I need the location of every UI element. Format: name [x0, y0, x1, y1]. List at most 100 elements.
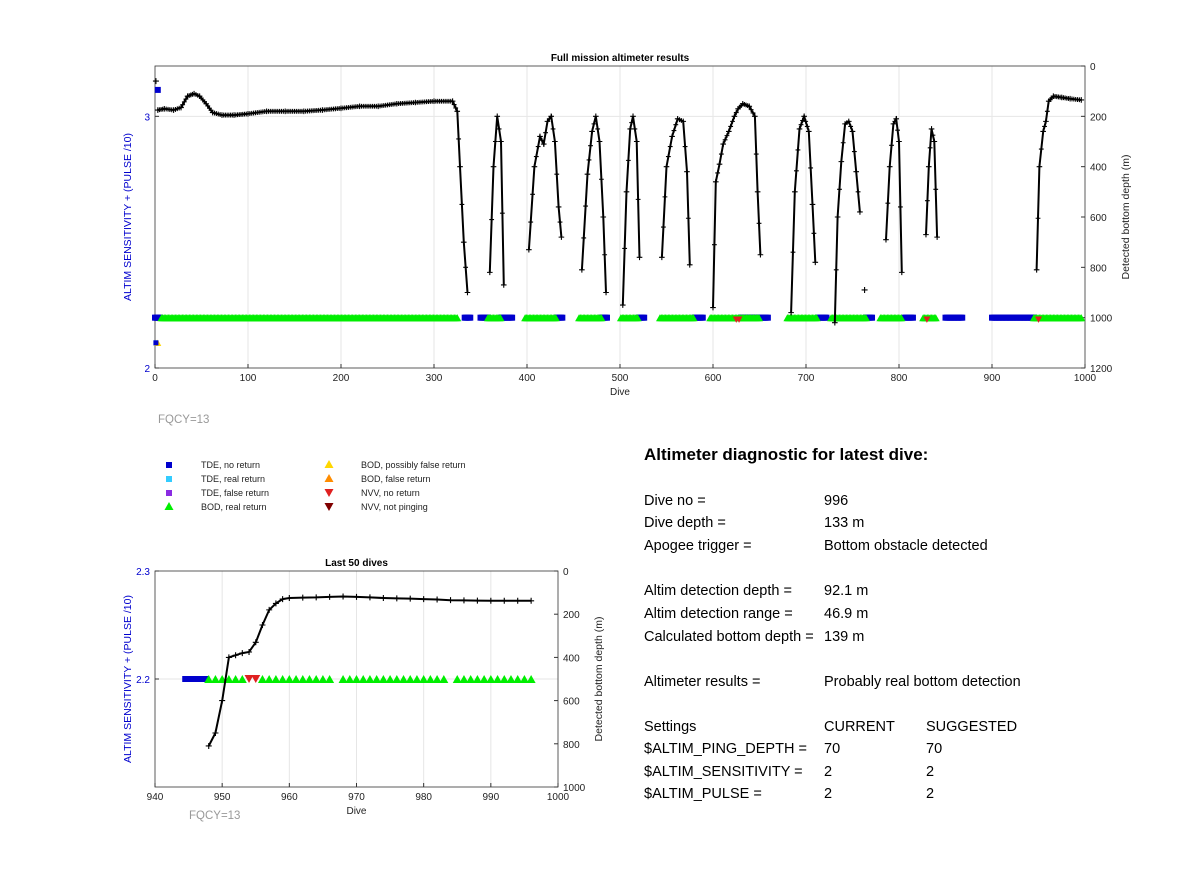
bod-real-return-marker [345, 674, 355, 684]
legend-marker-triangle-up [324, 459, 334, 469]
bod-real-return-marker [459, 674, 469, 684]
bod-real-return-marker [496, 314, 505, 322]
depth-point [1040, 128, 1046, 135]
depth-point [667, 144, 673, 149]
apogee-value: Bottom obstacle detected [824, 538, 988, 554]
x-tick-label: 200 [333, 373, 350, 384]
x-tick-label: 800 [891, 373, 908, 384]
settings-header-row: Settings CURRENT SUGGESTED [644, 719, 1017, 735]
depth-point [380, 595, 387, 601]
depth-point [811, 230, 817, 236]
legend-label: BOD, false return [361, 474, 431, 484]
depth-outlier-point [861, 286, 868, 293]
bod-real-return-marker [519, 674, 529, 684]
depth-point [925, 163, 932, 170]
bod-real-return-marker [284, 674, 294, 684]
depth-point [892, 118, 898, 124]
nvv-no-return-marker [244, 674, 254, 684]
y2-tick-label: 600 [1090, 213, 1107, 224]
depth-point [808, 165, 814, 171]
depth-point [496, 126, 502, 132]
depth-point [718, 151, 724, 157]
depth-series-line [660, 117, 691, 265]
depth-point [180, 102, 186, 108]
tde-no-return-marker [764, 314, 771, 321]
bod-real-return-marker [861, 314, 870, 322]
depth-outlier-point [152, 78, 159, 85]
depth-point [632, 126, 638, 132]
setting-suggested: 2 [926, 786, 935, 802]
setting-name: $ALTIM_SENSITIVITY = [644, 764, 803, 780]
depth-point [629, 120, 635, 126]
depth-point [788, 309, 794, 316]
det-depth-value: 92.1 m [824, 583, 869, 599]
bod-real-return-marker [325, 674, 335, 684]
bod-real-return-marker [499, 674, 509, 684]
chart-title: Last 50 dives [325, 558, 388, 569]
bod-real-return-marker [452, 674, 462, 684]
results-label: Altimeter results = [644, 674, 761, 690]
bod-real-return-marker [439, 674, 449, 684]
setting-suggested: 2 [926, 764, 935, 780]
bod-real-return-marker [318, 674, 328, 684]
depth-point [720, 141, 727, 147]
depth-point [225, 654, 232, 661]
depth-point [487, 597, 494, 604]
depth-point [1035, 215, 1041, 221]
depth-point [550, 126, 556, 132]
y2-tick-label: 1200 [1090, 364, 1113, 375]
depth-point [665, 154, 671, 159]
y2-tick-label: 400 [1090, 163, 1107, 174]
bod-real-return-marker [551, 314, 560, 322]
x-tick-label: 980 [415, 792, 432, 803]
bod-real-return-marker [1077, 314, 1086, 322]
depth-point [579, 267, 585, 273]
depth-point [804, 124, 810, 129]
depth-point [630, 113, 636, 120]
depth-point [924, 198, 930, 204]
x-tick-label: 1000 [547, 792, 570, 803]
depth-point [181, 99, 187, 105]
bod-real-return-marker [689, 314, 698, 322]
y2-tick-label: 600 [563, 697, 580, 708]
depth-point [393, 595, 400, 602]
y-axis-label: ALTIM SENSITIVITY + (PULSE /10) [122, 133, 134, 301]
depth-point [588, 143, 593, 149]
depth-point [659, 254, 665, 261]
depth-point [583, 203, 588, 209]
settings-label: Settings [644, 719, 697, 735]
depth-point [671, 128, 677, 133]
bod-real-return-marker [204, 674, 214, 684]
depth-point [239, 650, 246, 657]
depth-point [682, 144, 688, 149]
bod-real-return-marker [897, 314, 906, 322]
depth-point [1033, 267, 1040, 273]
depth-point [494, 113, 501, 120]
x-tick-label: 900 [984, 373, 1001, 384]
depth-point [685, 215, 691, 221]
depth-point [554, 171, 560, 177]
bod-real-return-marker [358, 674, 368, 684]
depth-point [855, 189, 861, 195]
depth-point [603, 289, 609, 296]
depth-point [933, 186, 939, 192]
depth-point [464, 289, 471, 296]
depth-point [490, 163, 497, 170]
depth-point [896, 138, 902, 145]
depth-point [539, 137, 545, 143]
dive-depth-value: 133 m [824, 515, 865, 531]
depth-series-line [527, 113, 563, 250]
depth-point [635, 196, 641, 202]
depth-point [514, 597, 521, 604]
depth-point [754, 189, 761, 195]
bod-real-return-marker [412, 674, 422, 684]
results-value: Probably real bottom detection [824, 674, 1021, 690]
x-tick-label: 400 [519, 373, 536, 384]
setting-current: 70 [824, 741, 841, 757]
bod-real-return-marker [352, 674, 361, 684]
depth-point [625, 157, 631, 163]
y-tick-label: 2.2 [136, 675, 150, 686]
tde-no-return-marker [195, 676, 202, 682]
depth-point [722, 137, 728, 143]
tde-no-return-marker [467, 314, 474, 321]
